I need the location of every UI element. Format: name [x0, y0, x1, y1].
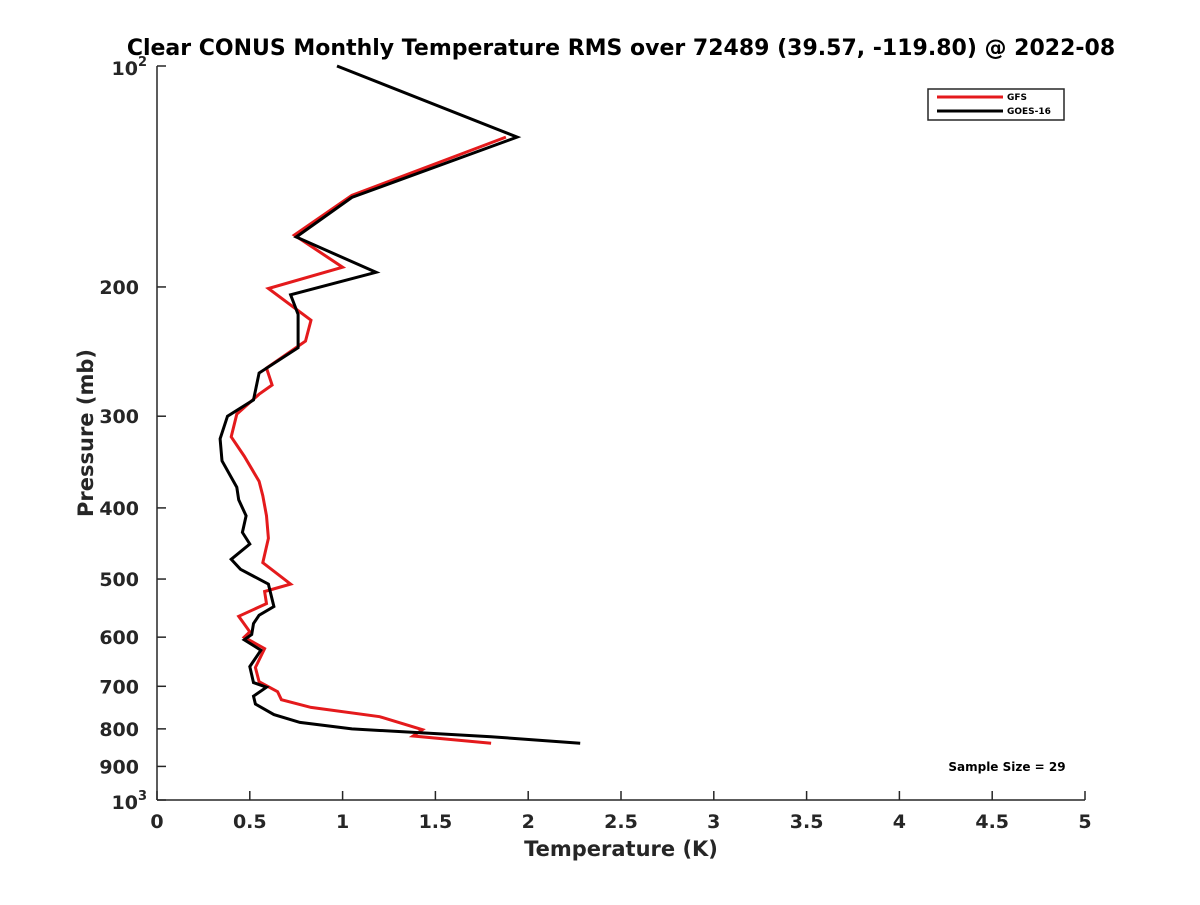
y-tick-label: 800: [99, 719, 139, 741]
y-tick-base: 10: [112, 792, 138, 814]
x-tick-label: 0: [150, 811, 163, 833]
y-tick-exponent: 3: [138, 789, 147, 804]
legend-label-gfs: GFS: [1007, 93, 1027, 103]
y-tick-label: 900: [99, 756, 139, 778]
y-tick-label-power: 103: [112, 789, 148, 814]
x-tick-label: 2: [522, 811, 535, 833]
y-tick-base: 10: [112, 58, 138, 80]
x-axis-label: Temperature (K): [524, 837, 718, 861]
x-tick-label: 0.5: [233, 811, 267, 833]
sample-size-annotation: Sample Size = 29: [948, 760, 1065, 774]
x-tick-label: 5: [1078, 811, 1091, 833]
y-axis-label: Pressure (mb): [74, 349, 98, 517]
chart-title: Clear CONUS Monthly Temperature RMS over…: [127, 36, 1115, 61]
x-tick-label: 1.5: [419, 811, 453, 833]
x-tick-label: 1: [336, 811, 349, 833]
x-tick-label: 3.5: [790, 811, 824, 833]
y-tick-label: 200: [99, 277, 139, 299]
series-layer: [218, 64, 581, 745]
y-tick-label: 600: [99, 627, 139, 649]
y-tick-label-power: 102: [112, 55, 148, 80]
y-tick-label: 400: [99, 498, 139, 520]
x-tick-label: 2.5: [604, 811, 638, 833]
legend-box: [927, 88, 1065, 121]
series-line-gfs: [229, 135, 507, 745]
x-tick-label: 3: [707, 811, 720, 833]
x-axis-ticks: 0 0.5 1 1.5 2 2.5 3 3.5 4 4.5 5: [150, 791, 1092, 833]
legend-label-goes16: GOES-16: [1007, 107, 1051, 117]
x-tick-label: 4: [893, 811, 906, 833]
y-tick-label: 500: [99, 569, 139, 591]
series-line-goes-16: [218, 64, 581, 745]
x-tick-label: 4.5: [975, 811, 1009, 833]
y-tick-label: 300: [99, 406, 139, 428]
y-tick-exponent: 2: [138, 55, 147, 70]
y-tick-label: 700: [99, 676, 139, 698]
legend: GFS GOES-16: [927, 88, 1065, 121]
